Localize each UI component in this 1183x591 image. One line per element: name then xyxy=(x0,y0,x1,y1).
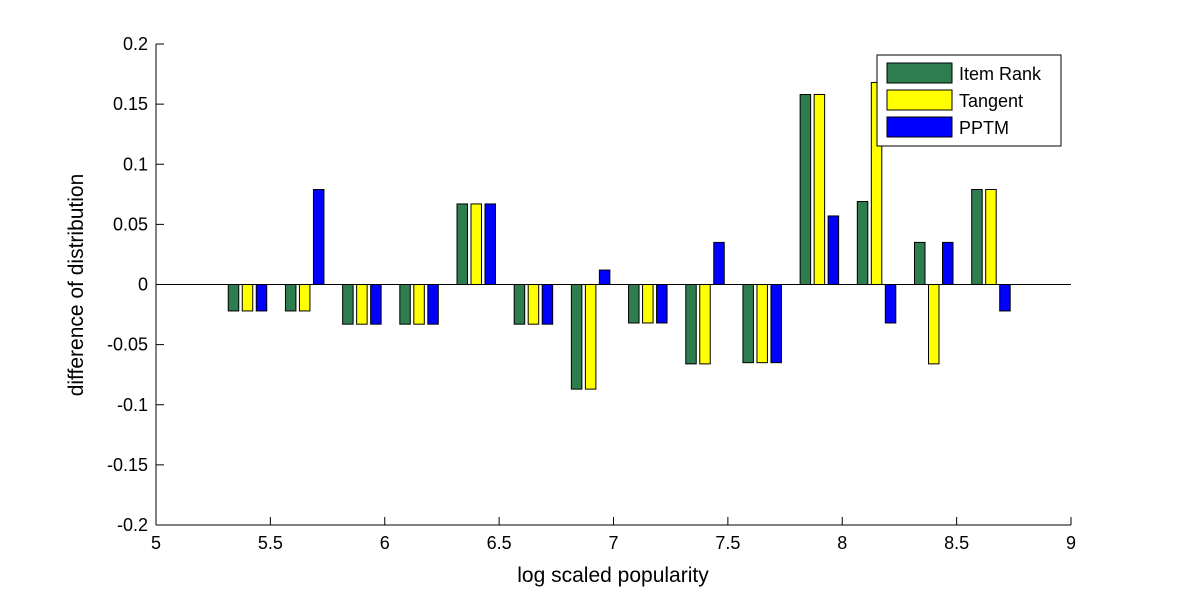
legend-swatch-tangent xyxy=(886,89,953,111)
x-tick-label: 6.5 xyxy=(487,533,512,553)
bar-pptm-3 xyxy=(427,284,439,325)
x-tick-label: 5.5 xyxy=(258,533,283,553)
legend-label-tangent: Tangent xyxy=(959,91,1023,111)
bar-item-rank-6 xyxy=(570,284,583,390)
bars-group xyxy=(227,81,1011,390)
bar-pptm-6 xyxy=(598,269,611,286)
bar-pptm-8 xyxy=(713,241,725,286)
bar-pptm-12 xyxy=(942,241,954,286)
bar-pptm-9 xyxy=(770,284,782,364)
y-tick-label: -0.2 xyxy=(117,515,148,535)
bar-pptm-13 xyxy=(999,284,1011,312)
legend: Item Rank Tangent PPTM xyxy=(876,54,1062,147)
legend-label-item-rank: Item Rank xyxy=(959,64,1042,84)
bar-tangent-1 xyxy=(298,284,311,312)
y-tick-label: 0 xyxy=(138,275,148,295)
bar-tangent-0 xyxy=(241,284,254,312)
bar-item-rank-8 xyxy=(685,284,697,365)
x-tick-label: 8 xyxy=(837,533,847,553)
bar-item-rank-3 xyxy=(399,284,411,325)
bar-item-rank-2 xyxy=(342,284,354,325)
legend-swatch-pptm xyxy=(886,116,953,138)
x-tick-label: 5 xyxy=(151,533,161,553)
bar-item-rank-5 xyxy=(513,284,526,325)
bar-tangent-13 xyxy=(985,189,997,285)
bar-item-rank-12 xyxy=(914,241,926,286)
bar-item-rank-4 xyxy=(456,203,468,285)
bar-item-rank-9 xyxy=(742,284,754,364)
bar-pptm-5 xyxy=(541,284,554,325)
y-tick-label: 0.1 xyxy=(123,154,148,174)
bar-item-rank-0 xyxy=(227,284,240,312)
bar-tangent-9 xyxy=(756,284,768,364)
x-tick-label: 9 xyxy=(1066,533,1076,553)
bar-pptm-2 xyxy=(370,284,382,325)
bar-pptm-4 xyxy=(484,203,496,285)
bar-pptm-7 xyxy=(656,284,668,324)
y-tick-label: -0.1 xyxy=(117,395,148,415)
y-tick-label: -0.05 xyxy=(107,335,148,355)
legend-label-pptm: PPTM xyxy=(959,118,1009,138)
bar-tangent-2 xyxy=(356,284,368,325)
y-tick-label: 0.2 xyxy=(123,34,148,54)
legend-swatch-item-rank xyxy=(886,62,953,84)
x-tick-label: 8.5 xyxy=(944,533,969,553)
bar-tangent-10 xyxy=(813,94,826,286)
y-tick-label: 0.05 xyxy=(113,214,148,234)
y-tick-label: 0.15 xyxy=(113,94,148,114)
bar-pptm-0 xyxy=(255,284,268,312)
bar-item-rank-10 xyxy=(799,94,812,286)
bar-tangent-8 xyxy=(699,284,711,365)
bar-pptm-10 xyxy=(827,215,840,286)
ticks-group: 5 5.5 6 6.5 7 7.5 8 8.5 9 -0.2 -0.15 -0.1 -0.05 0 0.05… xyxy=(107,34,1076,553)
y-tick-label: -0.15 xyxy=(107,455,148,475)
bar-item-rank-1 xyxy=(284,284,297,312)
bar-tangent-7 xyxy=(642,284,654,324)
y-axis-label: difference of distribution xyxy=(65,174,88,397)
bar-item-rank-11 xyxy=(856,201,869,285)
bar-tangent-6 xyxy=(584,284,597,390)
bar-tangent-5 xyxy=(527,284,540,325)
bar-item-rank-7 xyxy=(628,284,640,324)
x-tick-label: 7 xyxy=(608,533,618,553)
x-tick-label: 6 xyxy=(380,533,390,553)
bar-pptm-11 xyxy=(884,284,897,324)
x-axis-label: log scaled popularity xyxy=(517,564,709,587)
bar-pptm-1 xyxy=(312,189,325,285)
bar-item-rank-13 xyxy=(971,189,983,285)
bar-tangent-12 xyxy=(928,284,940,365)
x-tick-label: 7.5 xyxy=(715,533,740,553)
bar-tangent-4 xyxy=(470,203,482,285)
bar-tangent-3 xyxy=(413,284,425,325)
